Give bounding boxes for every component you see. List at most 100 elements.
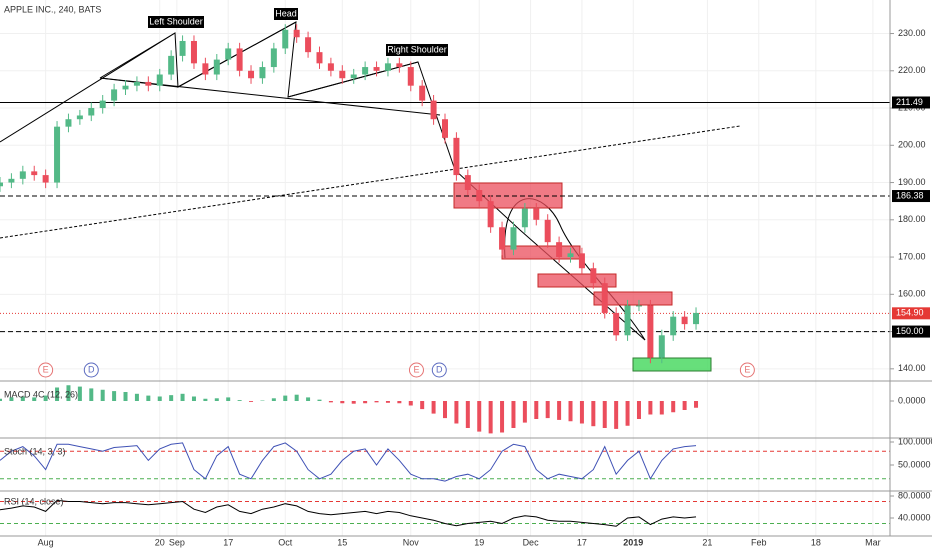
macd-bar (557, 401, 562, 420)
macd-bar (157, 396, 162, 401)
macd-bar (66, 385, 71, 401)
candle-body (533, 208, 540, 220)
macd-bar (534, 401, 539, 419)
y-tick-label: 40.0000 (898, 512, 931, 522)
macd-bar (591, 401, 596, 427)
price-tag (892, 190, 930, 203)
candle-body (202, 63, 209, 75)
macd-bar (112, 391, 117, 401)
candle-body (0, 182, 3, 187)
candle-body (373, 67, 380, 71)
candle-body (430, 100, 437, 120)
candle-body (133, 81, 140, 86)
macd-bar (477, 401, 482, 432)
macd-bar (55, 387, 60, 401)
event-label: E (43, 364, 49, 374)
candle-body (54, 126, 61, 183)
price-tag (892, 96, 930, 109)
candle-body (419, 85, 426, 101)
y-tick-label: 100.0000 (898, 436, 932, 446)
macd-bar (77, 386, 82, 401)
macd-bar (180, 393, 185, 401)
candle-body (647, 305, 654, 358)
y-tick-label: 140.00 (898, 363, 926, 373)
candle-body (350, 74, 357, 79)
candle-body (156, 74, 163, 86)
candle-body (316, 52, 323, 64)
y-tick-label: 200.00 (898, 140, 926, 150)
candle-body (442, 119, 448, 138)
candle-body (145, 81, 152, 86)
x-tick-label: 15 (337, 537, 347, 547)
price-tag-label: 186.38 (896, 190, 924, 200)
y-tick-label: 50.0000 (898, 459, 931, 469)
event-marker (739, 362, 755, 378)
candle-body (259, 67, 266, 79)
candle-body (99, 100, 106, 109)
macd-bar (511, 401, 516, 428)
candle-body (8, 178, 15, 183)
candle-body (19, 171, 26, 179)
candle-body (384, 63, 391, 71)
zone (593, 291, 673, 306)
macd-bar (454, 401, 459, 424)
price-tag (892, 307, 930, 320)
plot: Aug 20 Sep 17 Oct 15 Nov 19 Dec 17 2019 21 Feb 18 Mar 1… (0, 24, 932, 547)
macd-bar (579, 401, 584, 424)
x-tick-label: 20 (155, 537, 165, 547)
macd-bar (431, 401, 436, 414)
macd-bar (625, 401, 630, 426)
price-tag-label: 150.00 (896, 326, 924, 336)
candle-body (282, 29, 289, 49)
candle-body (635, 305, 642, 307)
macd-bar (203, 398, 208, 401)
macd-bar (636, 401, 641, 419)
macd-bar (385, 401, 390, 403)
event-label: D (88, 364, 95, 374)
event-marker (38, 362, 54, 378)
chart-title: APPLE INC., 240, BATS (4, 4, 101, 14)
candle-body (76, 115, 83, 120)
label-box (148, 16, 204, 28)
pane-title: MACD 4C (12, 26) (4, 389, 78, 399)
macd-bar (328, 401, 333, 403)
candle-body (693, 312, 700, 325)
macd-bar (408, 401, 413, 406)
x-tick-label: 18 (811, 537, 821, 547)
candle-body (510, 227, 517, 250)
y-tick-label: 180.00 (898, 214, 926, 224)
price-tag (892, 325, 930, 338)
macd-bar (32, 397, 37, 401)
macd-bar (134, 393, 139, 401)
candle-body (65, 119, 72, 127)
candle-body (613, 312, 620, 336)
macd-bar (214, 398, 219, 401)
macd-bar (443, 401, 447, 419)
macd-bar (89, 388, 94, 401)
pane-title: Stoch (14, 3, 3) (4, 446, 66, 456)
macd-bar (614, 401, 619, 429)
candle-body (111, 89, 118, 101)
x-tick-label: Aug (38, 537, 54, 547)
annotation: Left Shoulder (149, 16, 203, 26)
macd-bar (659, 401, 664, 415)
candle-body (190, 40, 197, 64)
macd-bar (522, 401, 527, 423)
macd-bar (226, 397, 231, 401)
candle-body (658, 335, 665, 358)
event-label: E (744, 364, 750, 374)
macd-bar (317, 399, 322, 401)
macd-bar (648, 401, 653, 415)
y-tick-label: 170.00 (898, 251, 926, 261)
annotation: Head (275, 8, 297, 18)
price-tag-label: 211.49 (896, 97, 923, 107)
macd-bar (123, 392, 128, 401)
event-marker (83, 362, 99, 378)
macd-bar (671, 401, 676, 413)
candle-body (396, 63, 403, 68)
macd-bar (294, 394, 299, 401)
macd-bar (682, 401, 687, 410)
zone (632, 357, 712, 372)
x-tick-label: 19 (474, 537, 484, 547)
